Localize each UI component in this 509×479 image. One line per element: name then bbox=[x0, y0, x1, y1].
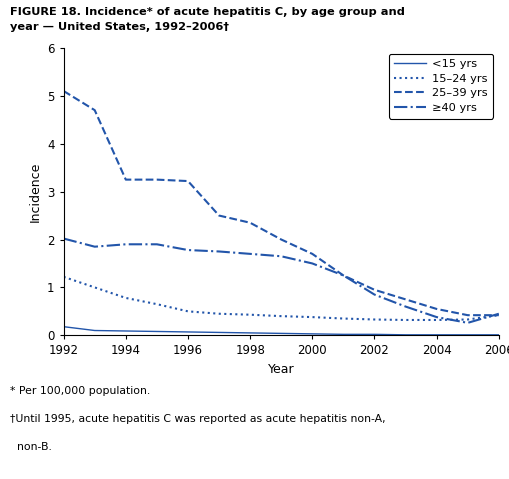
Text: year — United States, 1992–2006†: year — United States, 1992–2006† bbox=[10, 22, 229, 32]
X-axis label: Year: Year bbox=[268, 363, 295, 376]
Y-axis label: Incidence: Incidence bbox=[29, 161, 42, 222]
Text: FIGURE 18. Incidence* of acute hepatitis C, by age group and: FIGURE 18. Incidence* of acute hepatitis… bbox=[10, 7, 405, 17]
Text: non-B.: non-B. bbox=[10, 442, 52, 452]
Text: * Per 100,000 population.: * Per 100,000 population. bbox=[10, 386, 151, 396]
Text: †Until 1995, acute hepatitis C was reported as acute hepatitis non-A,: †Until 1995, acute hepatitis C was repor… bbox=[10, 414, 386, 424]
Legend: <15 yrs, 15–24 yrs, 25–39 yrs, ≥40 yrs: <15 yrs, 15–24 yrs, 25–39 yrs, ≥40 yrs bbox=[388, 54, 493, 119]
